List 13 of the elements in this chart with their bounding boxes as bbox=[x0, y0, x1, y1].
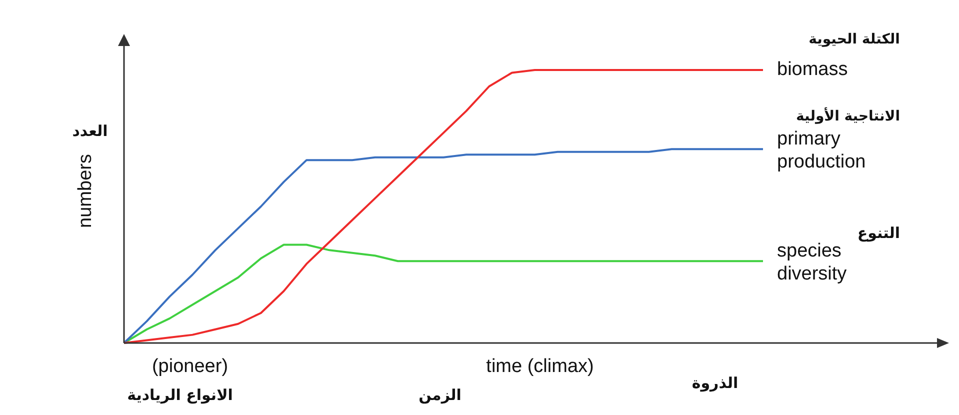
x-axis-title: time (climax) bbox=[486, 356, 594, 378]
text: الانواع الريادية bbox=[127, 386, 233, 404]
text: العدد bbox=[72, 122, 108, 140]
text: (pioneer) bbox=[152, 356, 228, 378]
series-label: species diversity bbox=[777, 240, 848, 284]
text: الكتلة الحيوية bbox=[808, 32, 900, 48]
text: الذروة bbox=[692, 374, 738, 392]
series-label: primary production bbox=[777, 128, 866, 172]
series-label: biomass bbox=[777, 59, 848, 80]
y-axis-title: numbers bbox=[75, 154, 96, 228]
text: الزمن bbox=[418, 386, 462, 404]
text: التنوع bbox=[857, 224, 900, 242]
text: الانتاجية الأولية bbox=[796, 106, 900, 125]
